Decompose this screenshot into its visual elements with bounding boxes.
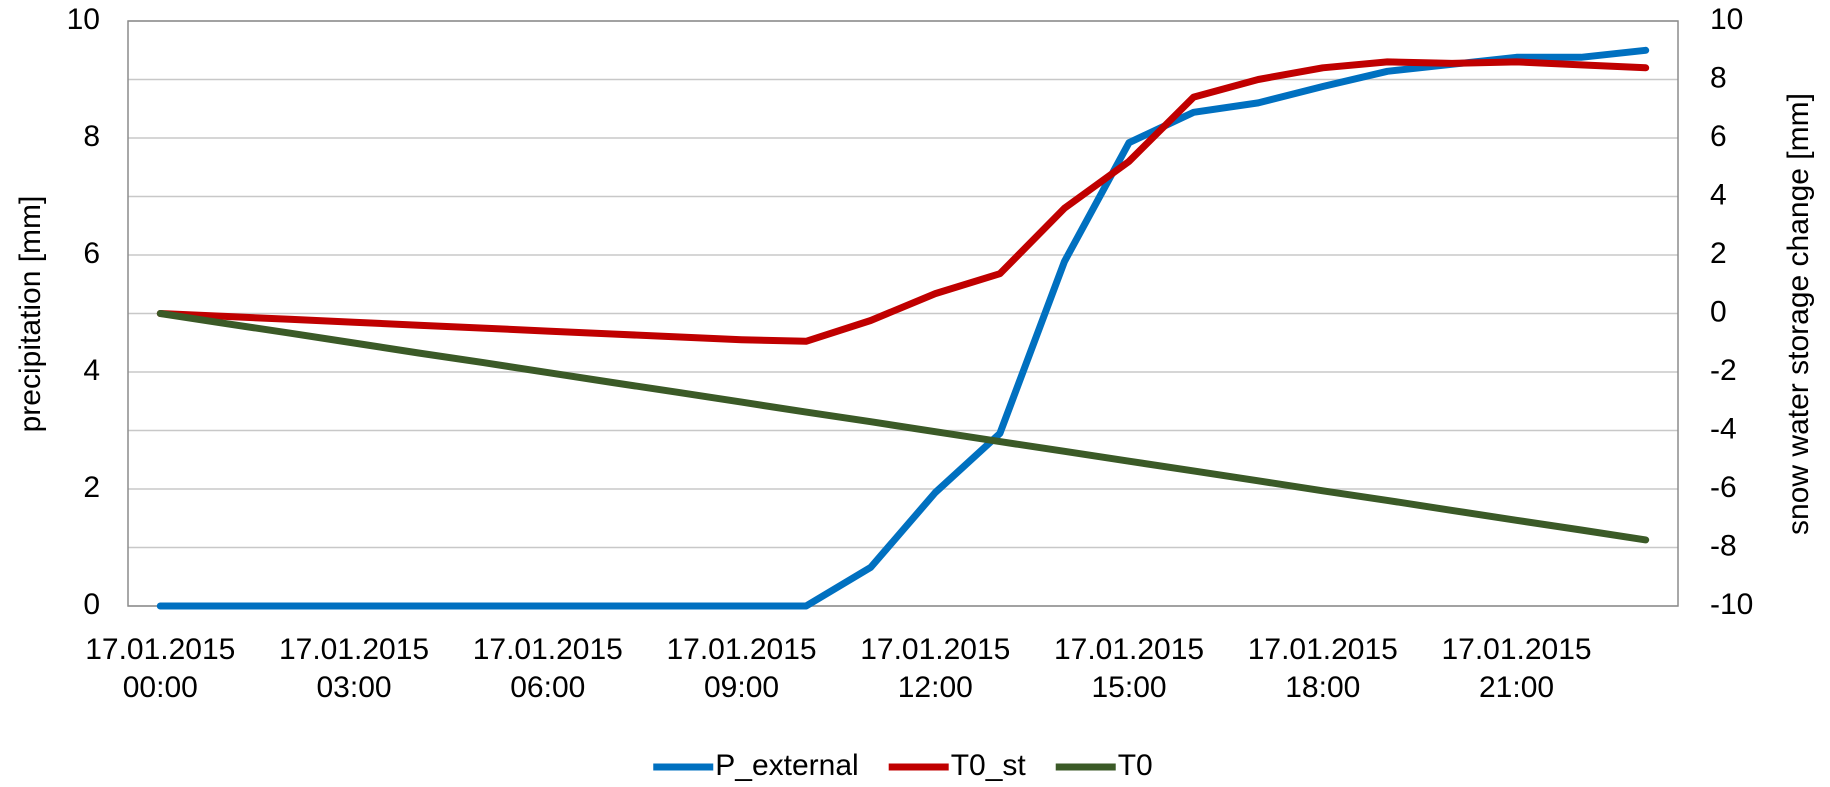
y2-tick-label: 2 [1710,237,1727,270]
y2-axis-label: snow water storage change [mm] [1782,93,1815,535]
x-tick-label: 17.01.2015 06:00 [473,633,623,704]
x-tick-label: 17.01.2015 15:00 [1054,633,1204,704]
y2-tick-label: 8 [1710,61,1727,94]
y2-tick-label: 4 [1710,178,1727,211]
y2-tick-label: 6 [1710,120,1727,153]
legend: P_external T0_st T0 [653,749,1153,782]
x-tick-label: 17.01.2015 03:00 [279,633,429,704]
y2-tick-label: -4 [1710,412,1737,445]
y2-tick-label: -2 [1710,354,1737,387]
x-tick-label: 17.01.2015 18:00 [1248,633,1398,704]
x-tick-label: 17.01.2015 12:00 [860,633,1010,704]
x-tick-label: 17.01.2015 21:00 [1441,633,1591,704]
legend-label: P_external [715,749,858,782]
y-tick-label: 2 [83,471,100,504]
y-tick-label: 4 [83,354,100,387]
y-axis-label: precipitation [mm] [14,196,47,433]
series-line [156,46,1650,610]
y-tick-label: 0 [83,588,100,621]
y2-tick-label: -10 [1710,588,1753,621]
x-tick-label: 17.01.2015 00:00 [85,633,235,704]
y2-tick-label: 0 [1710,295,1727,328]
series-line [156,310,1650,544]
y-tick-label: 6 [83,237,100,270]
y2-tick-label: -6 [1710,471,1737,504]
y-tick-label: 8 [83,120,100,153]
plot-frame [127,20,1679,607]
y-tick-label: 10 [67,3,100,36]
series-line [156,58,1650,345]
legend-label: T0 [1118,749,1153,782]
x-tick-label: 17.01.2015 09:00 [666,633,816,704]
y2-tick-label: -8 [1710,529,1737,562]
y2-tick-label: 10 [1710,3,1743,36]
legend-label: T0_st [951,749,1027,782]
